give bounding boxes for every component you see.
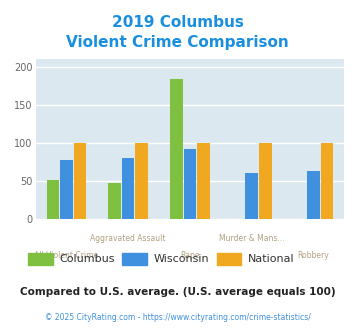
- Bar: [307, 171, 320, 219]
- Bar: [108, 183, 121, 219]
- Bar: [122, 158, 135, 219]
- Text: National: National: [248, 254, 294, 264]
- Bar: [74, 143, 86, 219]
- Text: All Violent Crime: All Violent Crime: [34, 251, 98, 260]
- Text: Columbus: Columbus: [60, 254, 115, 264]
- Bar: [245, 173, 258, 219]
- Text: © 2025 CityRating.com - https://www.cityrating.com/crime-statistics/: © 2025 CityRating.com - https://www.city…: [45, 313, 310, 322]
- Bar: [136, 143, 148, 219]
- Bar: [321, 143, 333, 219]
- Text: Violent Crime Comparison: Violent Crime Comparison: [66, 35, 289, 50]
- Bar: [259, 143, 272, 219]
- Bar: [47, 180, 59, 219]
- Text: Wisconsin: Wisconsin: [154, 254, 209, 264]
- Text: 2019 Columbus: 2019 Columbus: [111, 15, 244, 30]
- Bar: [60, 160, 73, 219]
- Text: Murder & Mans...: Murder & Mans...: [219, 234, 284, 243]
- Text: Compared to U.S. average. (U.S. average equals 100): Compared to U.S. average. (U.S. average …: [20, 287, 335, 297]
- Text: Rape: Rape: [180, 251, 200, 260]
- Bar: [184, 148, 196, 219]
- Bar: [170, 79, 182, 219]
- Text: Robbery: Robbery: [297, 251, 329, 260]
- Text: Aggravated Assault: Aggravated Assault: [91, 234, 166, 243]
- Bar: [197, 143, 210, 219]
